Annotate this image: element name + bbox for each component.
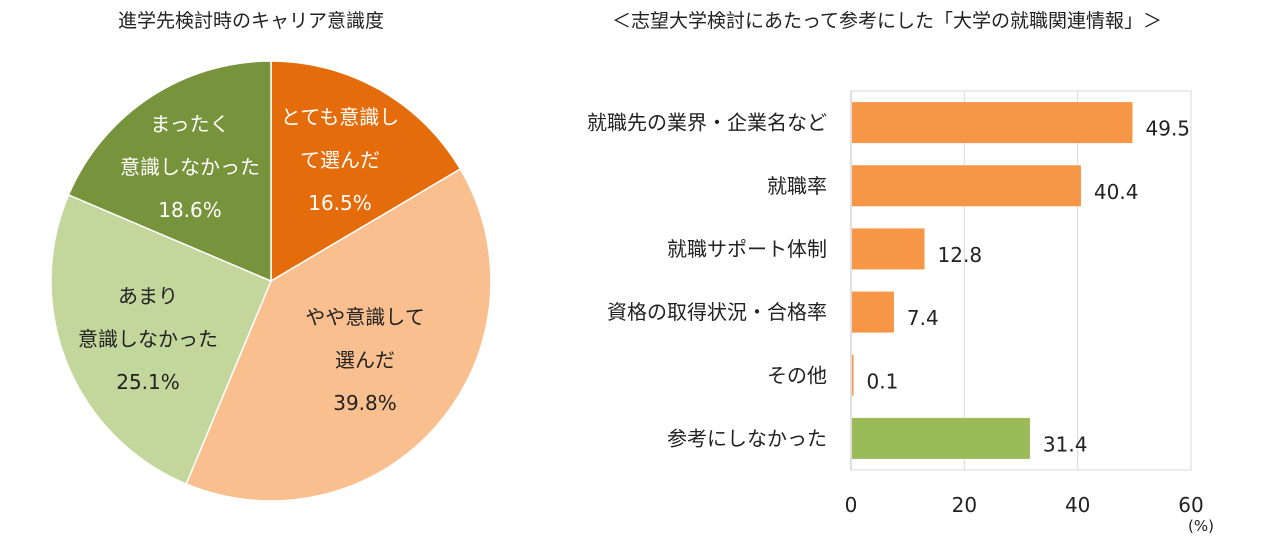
pie-chart-title: 進学先検討時のキャリア意識度 (118, 10, 385, 32)
pie-slice-4 (67, 60, 272, 283)
bar-chart-title: ＜志望大学検討にあたって参考にした「大学の就職関連情報」＞ (612, 10, 1163, 32)
x-tick-label: 60 (1178, 493, 1203, 517)
pie-chart: とても意識して選んだ16.5%やや意識して選んだ39.8%あまり意識しなかった2… (50, 60, 492, 502)
value-label: 49.5 (1146, 117, 1191, 141)
pie-slice-label: とても意識し (281, 105, 399, 129)
x-unit-label: (%) (1188, 517, 1214, 535)
pie-slice-label: やや意識して (305, 305, 424, 329)
bar (852, 354, 854, 396)
pie-slice-value: 16.5% (308, 191, 372, 215)
plot-area (850, 90, 1192, 471)
category-label: 参考にしなかった (667, 426, 827, 450)
bar (852, 165, 1081, 207)
value-label: 0.1 (867, 369, 899, 393)
pie-slice-label: 選んだ (335, 348, 395, 372)
pie-slice-1 (270, 60, 462, 283)
pie-slice-label: まったく (150, 112, 229, 136)
bar (852, 291, 894, 333)
category-label: 就職サポート体制 (667, 237, 827, 261)
bar (852, 102, 1133, 144)
pie-slice-value: 18.6% (158, 198, 222, 222)
category-label: 就職率 (767, 174, 827, 198)
pie-slice-value: 25.1% (116, 370, 180, 394)
pie-slice-label: て選んだ (300, 148, 380, 172)
x-tick-label: 40 (1065, 493, 1090, 517)
pie-slice-value: 39.8% (333, 391, 397, 415)
pie-slice-label: 意識しなかった (78, 327, 218, 351)
x-tick-label: 0 (845, 493, 858, 517)
pie-slice-label: 意識しなかった (120, 155, 260, 179)
category-label: 就職先の業界・企業名など (587, 111, 827, 135)
bar-chart: 就職先の業界・企業名など 49.5 就職率 40.4 就職サポート体制 12.8 資格の取得… (587, 90, 1214, 535)
value-label: 31.4 (1043, 432, 1088, 456)
bar (852, 228, 925, 270)
pie-slice-3 (50, 193, 272, 485)
value-label: 40.4 (1094, 180, 1139, 204)
pie-slice-label: あまり (118, 284, 178, 308)
category-label: 資格の取得状況・合格率 (607, 300, 827, 324)
pie-slice-2 (185, 167, 492, 502)
bar (852, 417, 1030, 459)
category-label: その他 (767, 363, 827, 387)
value-label: 12.8 (938, 243, 983, 267)
value-label: 7.4 (907, 306, 939, 330)
x-tick-label: 20 (952, 493, 977, 517)
